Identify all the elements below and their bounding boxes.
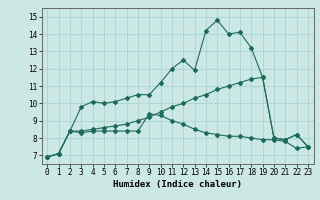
X-axis label: Humidex (Indice chaleur): Humidex (Indice chaleur) [113,180,242,189]
